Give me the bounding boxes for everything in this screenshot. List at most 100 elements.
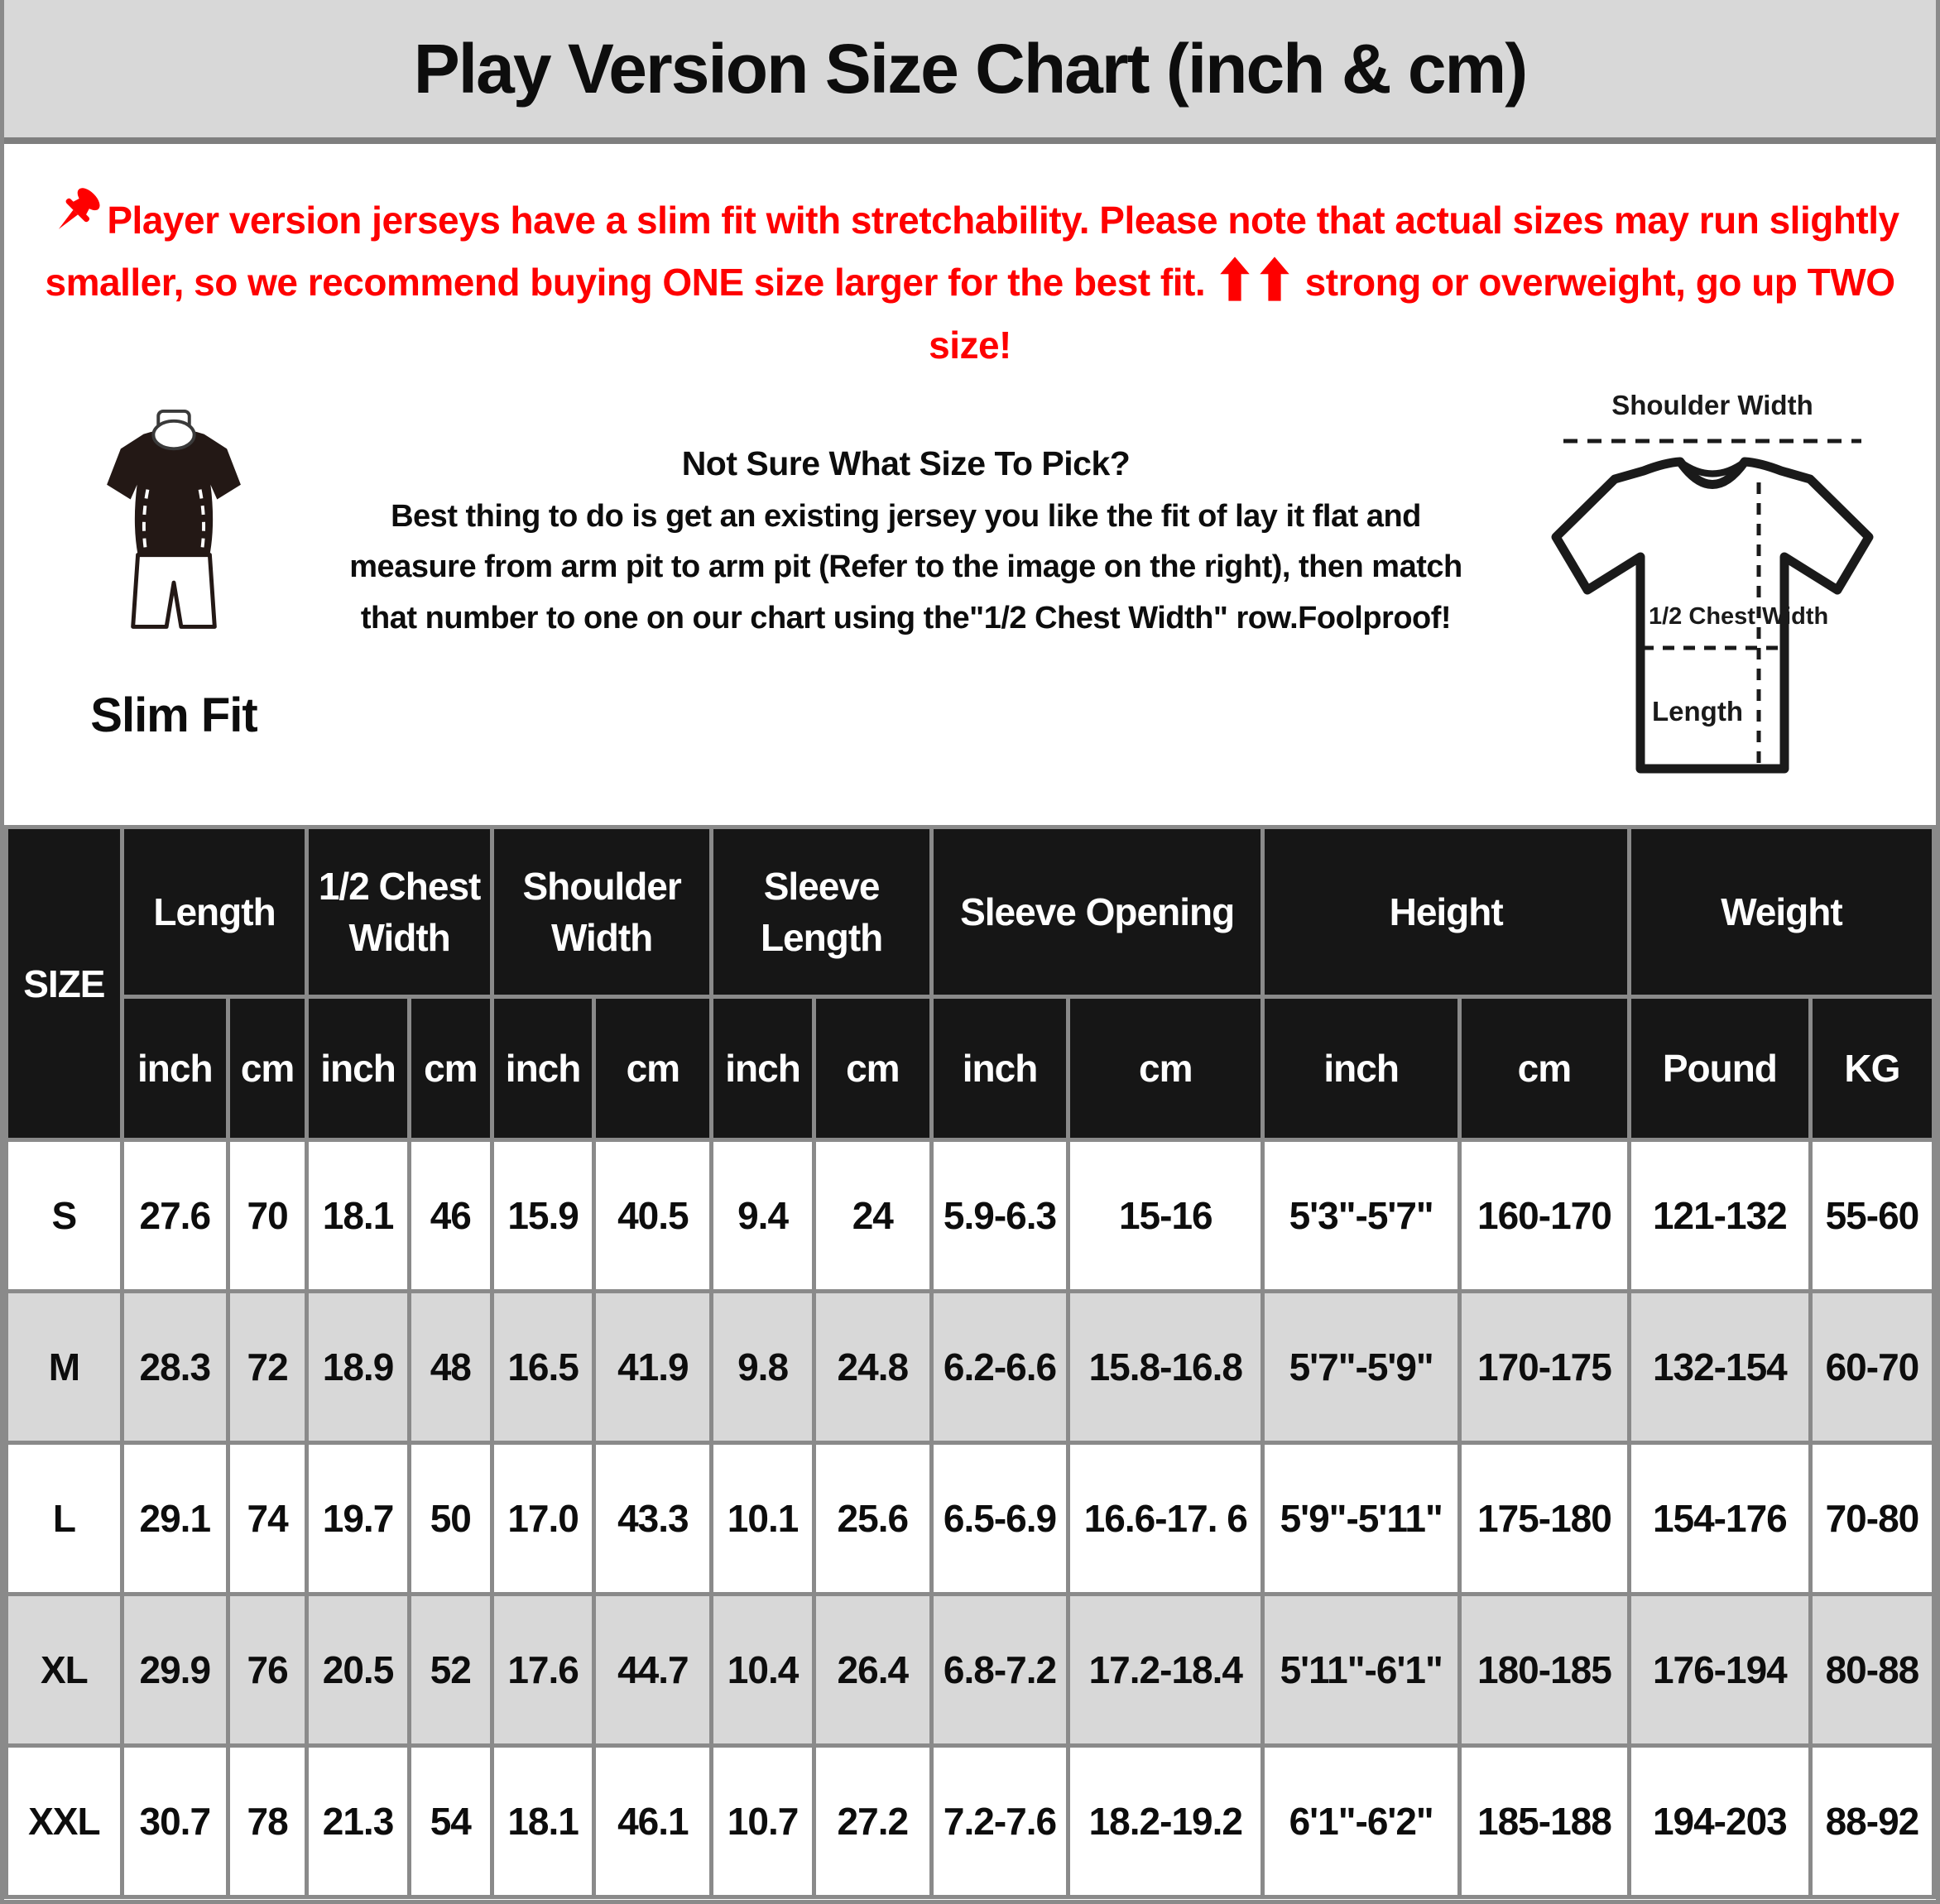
size-cell: S — [4, 1138, 124, 1294]
tshirt-measure-diagram: Shoulder Width 1/2 Chest Width Length — [1551, 390, 1874, 774]
value-cell: 185-188 — [1457, 1743, 1631, 1900]
size-help-body: Best thing to do is get an existing jers… — [349, 498, 1462, 635]
unit-header: cm — [1066, 995, 1265, 1143]
value-cell: 10.4 — [709, 1592, 816, 1748]
size-cell: M — [4, 1289, 124, 1446]
value-cell: 18.1 — [305, 1138, 411, 1294]
shoulder-group-header: Shoulder Width — [489, 825, 714, 1000]
value-cell: 25.6 — [811, 1441, 934, 1597]
size-help-heading: Not Sure What Size To Pick? — [681, 444, 1131, 483]
size-cell: XXL — [4, 1743, 124, 1900]
table-row-m: M 28.3 72 18.9 48 16.5 41.9 9.8 24.8 6.2… — [4, 1289, 1936, 1446]
value-cell: 6.8-7.2 — [929, 1592, 1071, 1748]
value-cell: 154-176 — [1626, 1441, 1813, 1597]
value-cell: 180-185 — [1457, 1592, 1631, 1748]
up-arrow-icon — [1220, 257, 1251, 302]
collar-line — [1678, 459, 1747, 477]
value-cell: 6.2-6.6 — [929, 1289, 1071, 1446]
value-cell: 29.9 — [119, 1592, 230, 1748]
page-title: Play Version Size Chart (inch & cm) — [413, 29, 1528, 108]
table-row-s: S 27.6 70 18.1 46 15.9 40.5 9.4 24 5.9-6… — [4, 1138, 1936, 1294]
value-cell: 15.9 — [489, 1138, 597, 1294]
fit-guide-section: Slim Fit Not Sure What Size To Pick? Bes… — [4, 381, 1936, 825]
value-cell: 46 — [406, 1138, 494, 1294]
unit-header: inch — [709, 995, 816, 1143]
value-cell: 43.3 — [592, 1441, 714, 1597]
unit-header: KG — [1808, 995, 1936, 1143]
value-cell: 88-92 — [1808, 1743, 1936, 1900]
measure-diagram-column: Shoulder Width 1/2 Chest Width Length — [1514, 381, 1911, 825]
table-row-l: L 29.1 74 19.7 50 17.0 43.3 10.1 25.6 6.… — [4, 1441, 1936, 1597]
value-cell: 18.1 — [489, 1743, 597, 1900]
sleeve-opening-group-header: Sleeve Opening — [929, 825, 1265, 1000]
value-cell: 24.8 — [811, 1289, 934, 1446]
size-cell: L — [4, 1441, 124, 1597]
slim-fit-label: Slim Fit — [90, 688, 257, 743]
value-cell: 30.7 — [119, 1743, 230, 1900]
value-cell: 170-175 — [1457, 1289, 1631, 1446]
value-cell: 50 — [406, 1441, 494, 1597]
pushpin-icon — [59, 188, 100, 229]
value-cell: 44.7 — [592, 1592, 714, 1748]
value-cell: 21.3 — [305, 1743, 411, 1900]
value-cell: 74 — [225, 1441, 310, 1597]
size-cell: XL — [4, 1592, 124, 1748]
half-chest-group-header: 1/2 Chest Width — [305, 825, 494, 1000]
value-cell: 10.1 — [709, 1441, 816, 1597]
size-column-header: SIZE — [4, 825, 124, 1143]
unit-header: inch — [305, 995, 411, 1143]
value-cell: 70 — [225, 1138, 310, 1294]
value-cell: 76 — [225, 1592, 310, 1748]
value-cell: 9.4 — [709, 1138, 816, 1294]
sleeve-length-group-header: Sleeve Length — [709, 825, 934, 1000]
value-cell: 29.1 — [119, 1441, 230, 1597]
value-cell: 60-70 — [1808, 1289, 1936, 1446]
diagram-length-label: Length — [1652, 696, 1743, 727]
value-cell: 26.4 — [811, 1592, 934, 1748]
value-cell: 18.9 — [305, 1289, 411, 1446]
value-cell: 10.7 — [709, 1743, 816, 1900]
value-cell: 132-154 — [1626, 1289, 1813, 1446]
title-bar: Play Version Size Chart (inch & cm) — [4, 0, 1936, 144]
unit-header: cm — [592, 995, 714, 1143]
value-cell: 16.6-17. 6 — [1066, 1441, 1265, 1597]
value-cell: 52 — [406, 1592, 494, 1748]
value-cell: 41.9 — [592, 1289, 714, 1446]
notice-text-1: Player version jerseys have a slim fit w… — [45, 199, 1900, 305]
value-cell: 5'11"-6'1" — [1261, 1592, 1462, 1748]
unit-header: inch — [929, 995, 1071, 1143]
value-cell: 15-16 — [1066, 1138, 1265, 1294]
value-cell: 160-170 — [1457, 1138, 1631, 1294]
value-cell: 194-203 — [1626, 1743, 1813, 1900]
value-cell: 6'1"-6'2" — [1261, 1743, 1462, 1900]
value-cell: 17.0 — [489, 1441, 597, 1597]
value-cell: 7.2-7.6 — [929, 1743, 1071, 1900]
weight-group-header: Weight — [1626, 825, 1936, 1000]
value-cell: 176-194 — [1626, 1592, 1813, 1748]
value-cell: 40.5 — [592, 1138, 714, 1294]
table-row-xl: XL 29.9 76 20.5 52 17.6 44.7 10.4 26.4 6… — [4, 1592, 1936, 1748]
value-cell: 15.8-16.8 — [1066, 1289, 1265, 1446]
value-cell: 46.1 — [592, 1743, 714, 1900]
unit-header: inch — [1261, 995, 1462, 1143]
table-unit-header-row: inch cm inch cm inch cm inch cm inch cm … — [7, 995, 1936, 1143]
value-cell: 17.6 — [489, 1592, 597, 1748]
notice-text-2: strong or overweight, go up TWO size! — [929, 261, 1895, 367]
value-cell: 78 — [225, 1743, 310, 1900]
value-cell: 27.2 — [811, 1743, 934, 1900]
slim-fit-icon — [107, 410, 241, 630]
value-cell: 5'9"-5'11" — [1261, 1441, 1462, 1597]
unit-header: cm — [811, 995, 934, 1143]
size-help-text: Not Sure What Size To Pick? Best thing t… — [298, 381, 1514, 825]
value-cell: 48 — [406, 1289, 494, 1446]
table-group-header-row: SIZE Length 1/2 Chest Width Shoulder Wid… — [4, 825, 1936, 1143]
unit-header: cm — [225, 995, 310, 1143]
unit-header: cm — [406, 995, 494, 1143]
value-cell: 5'7"-5'9" — [1261, 1289, 1462, 1446]
slim-fit-column: Slim Fit — [50, 381, 298, 825]
value-cell: 19.7 — [305, 1441, 411, 1597]
size-table: SIZE Length 1/2 Chest Width Shoulder Wid… — [4, 825, 1936, 1900]
unit-header: cm — [1457, 995, 1631, 1143]
value-cell: 5.9-6.3 — [929, 1138, 1071, 1294]
